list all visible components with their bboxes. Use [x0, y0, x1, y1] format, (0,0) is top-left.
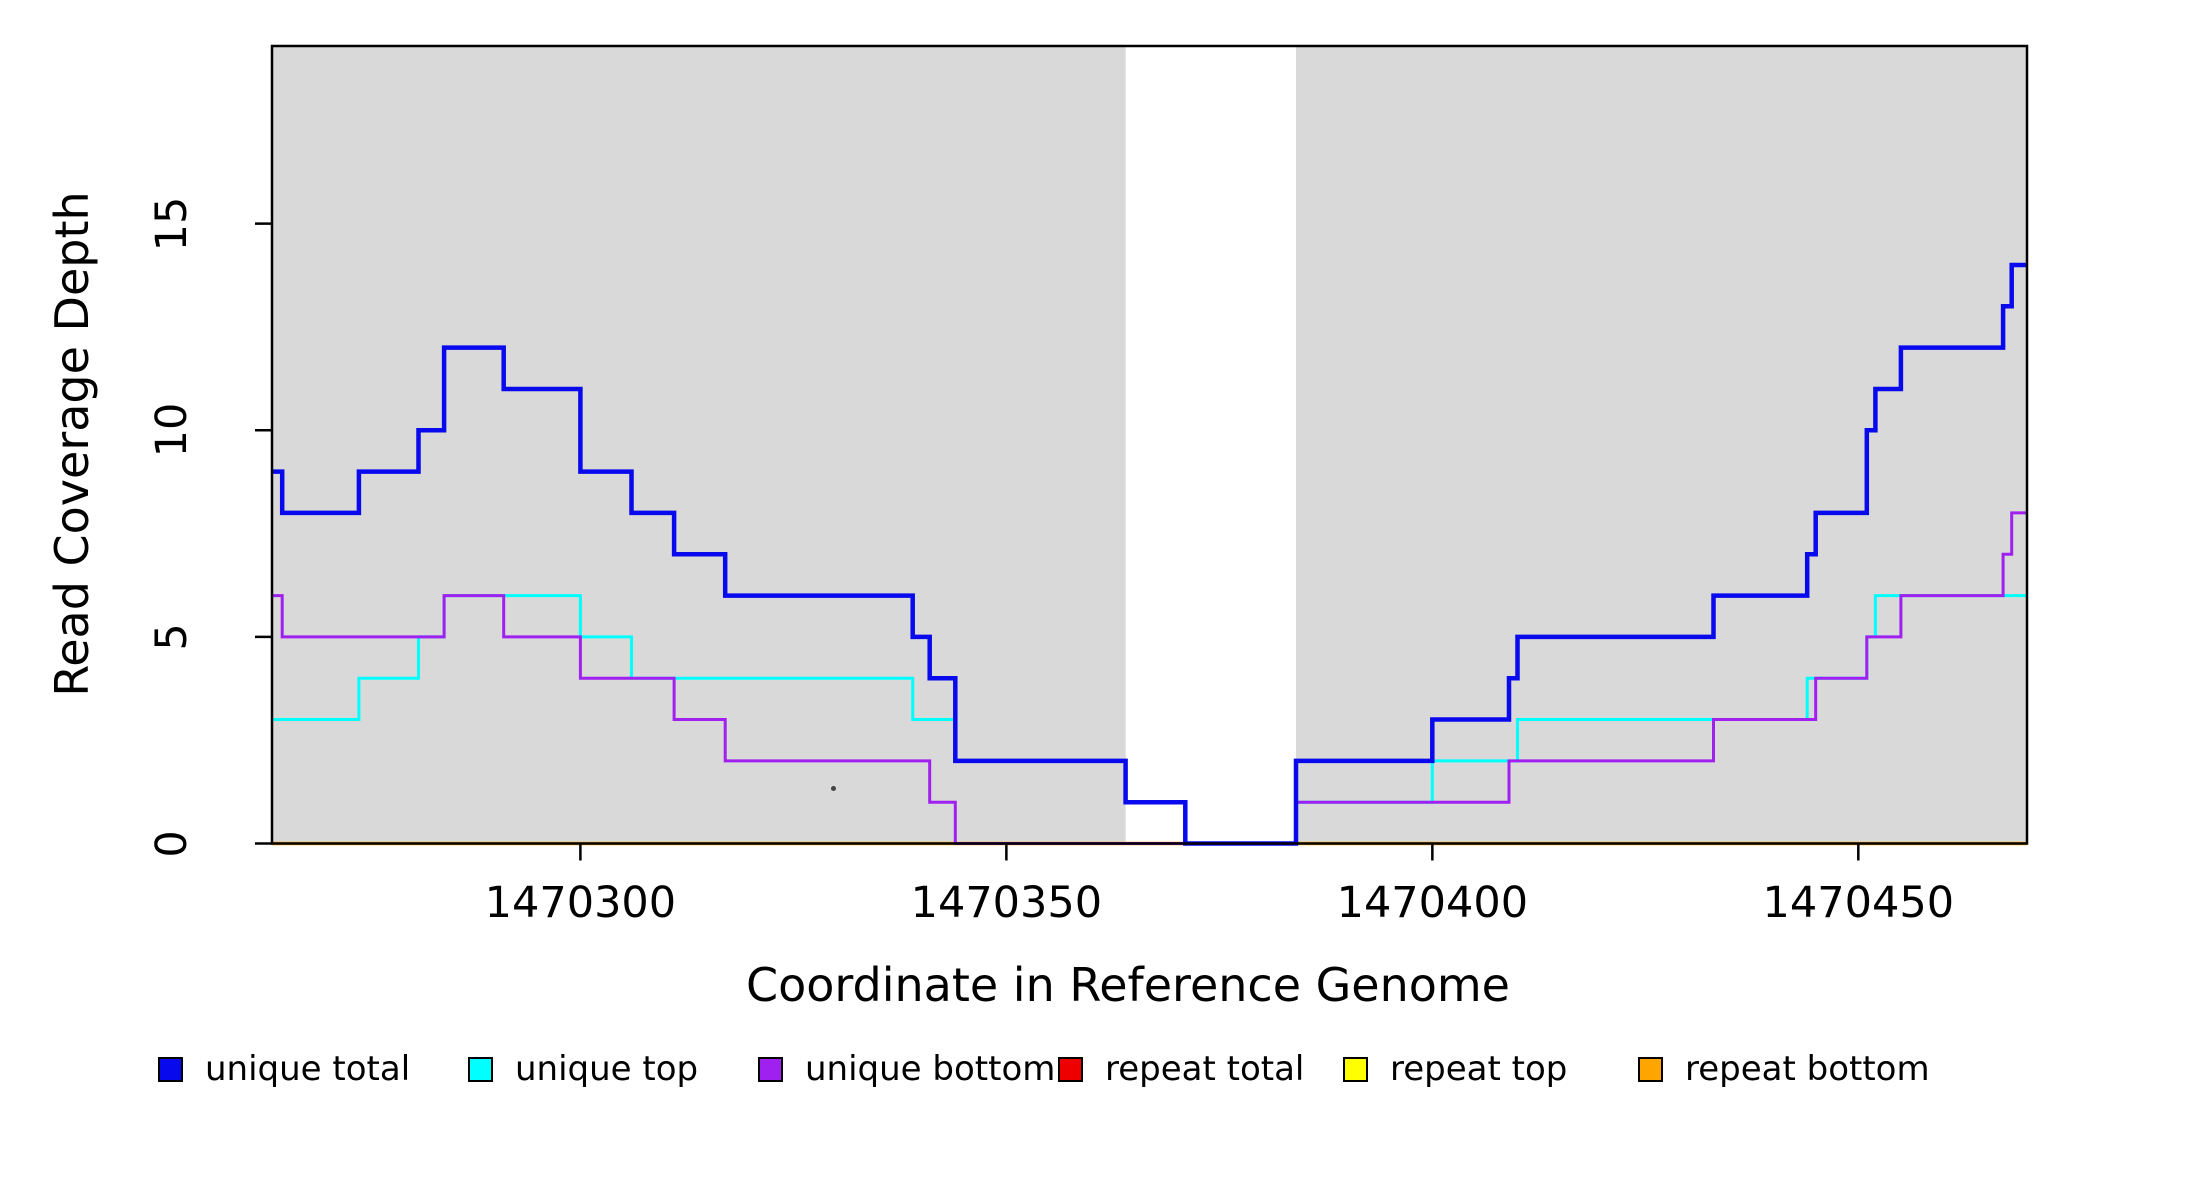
y-axis-title: Read Coverage Depth: [45, 191, 99, 697]
legend-item-unique-top: unique top: [468, 1049, 699, 1089]
legend-item-unique-bottom: unique bottom: [758, 1049, 1056, 1089]
plot-border: [270, 44, 2029, 845]
legend-label: repeat top: [1390, 1049, 1568, 1089]
x-tick-label-1: 1470350: [910, 877, 1103, 928]
x-tick-label-0: 1470300: [484, 877, 677, 928]
y-tick-label-2: 10: [147, 402, 197, 458]
legend-swatch-icon: [468, 1056, 493, 1082]
legend-label: unique total: [205, 1049, 411, 1089]
legend-swatch-icon: [1343, 1056, 1368, 1082]
legend-label: unique bottom: [805, 1049, 1056, 1089]
shaded-region-1: [1296, 46, 2027, 844]
y-tick-label-3: 15: [147, 196, 197, 252]
legend-swatch-icon: [758, 1056, 783, 1082]
y-tick-label-0: 0: [147, 829, 197, 858]
legend-swatch-icon: [1058, 1056, 1083, 1082]
legend-label: repeat bottom: [1685, 1049, 1930, 1089]
series-line-unique-total: [272, 262, 2027, 846]
legend-item-repeat-total: repeat total: [1058, 1049, 1305, 1089]
x-tick-label-3: 1470450: [1762, 877, 1955, 928]
legend-swatch-icon: [158, 1056, 183, 1082]
shaded-region-0: [272, 46, 1126, 844]
legend-swatch-icon: [1638, 1056, 1663, 1082]
stray-dot: [831, 786, 836, 791]
x-axis-title: Coordinate in Reference Genome: [746, 958, 1510, 1012]
legend-item-repeat-top: repeat top: [1343, 1049, 1568, 1089]
legend-item-repeat-bottom: repeat bottom: [1638, 1049, 1930, 1089]
legend-item-unique-total: unique total: [158, 1049, 411, 1089]
legend-label: repeat total: [1105, 1049, 1305, 1089]
y-tick-label-1: 5: [147, 623, 197, 651]
legend-label: unique top: [515, 1049, 699, 1089]
x-tick-label-2: 1470400: [1336, 877, 1529, 928]
